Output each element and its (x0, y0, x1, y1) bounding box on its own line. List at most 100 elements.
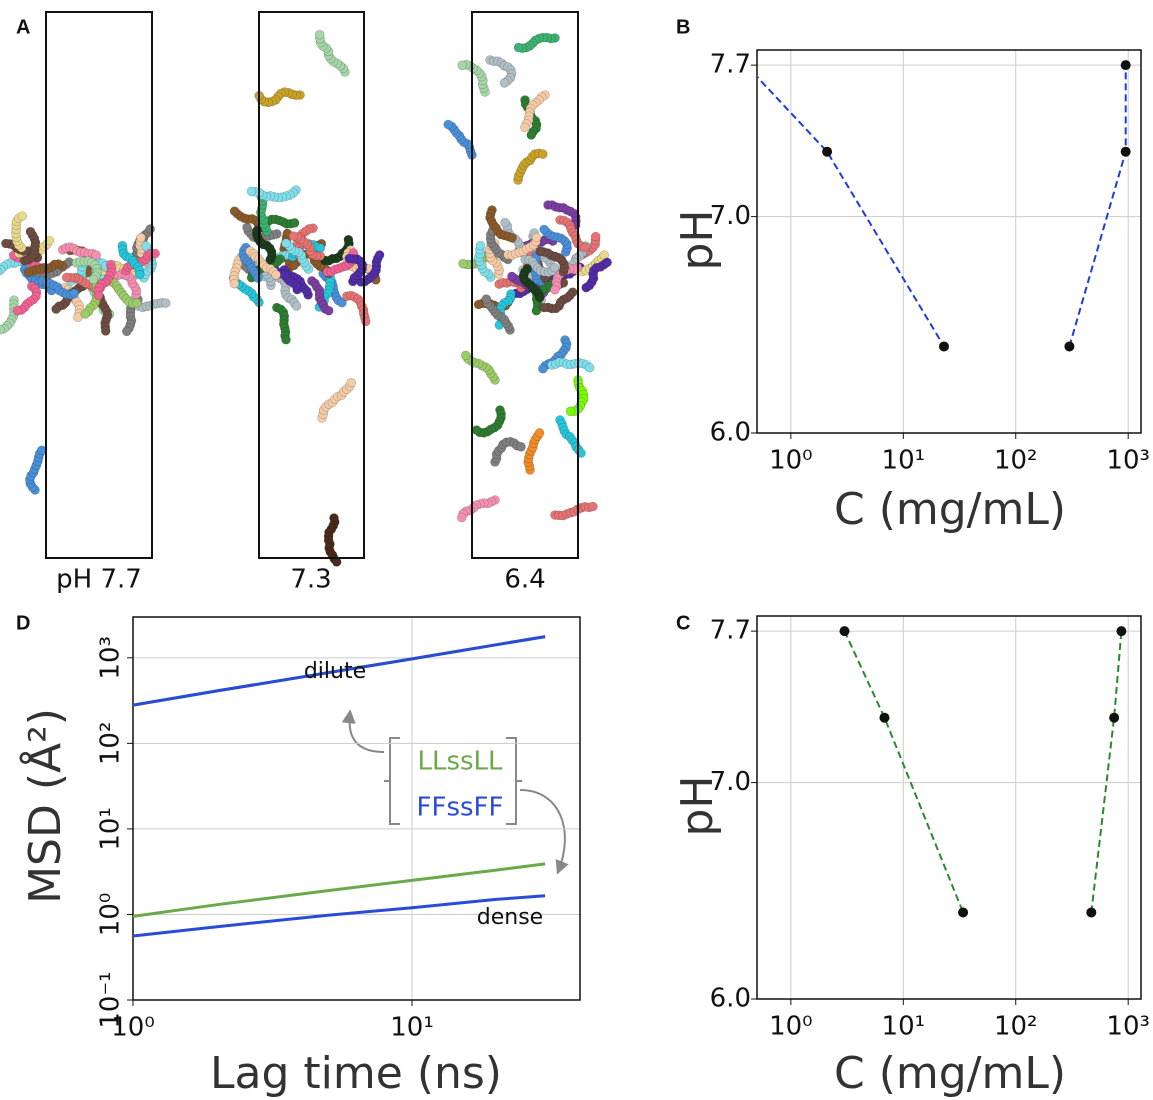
data-point (1109, 712, 1120, 723)
molecule-bead (246, 186, 257, 197)
molecule-bead (229, 278, 240, 289)
arrow (341, 709, 385, 753)
x-tick-label: 10¹ (882, 446, 926, 476)
legend-entry: FFssFF (417, 793, 504, 823)
y-tick-label: 10³ (96, 636, 126, 680)
x-axis-label: C (mg/mL) (834, 484, 1066, 535)
x-tick-label: 10¹ (882, 1012, 926, 1042)
y-tick-label: 6.0 (710, 418, 751, 448)
data-point (1120, 146, 1131, 157)
molecule-bead (360, 316, 371, 327)
caption: pH 7.7 (56, 565, 142, 595)
molecule-bead (534, 428, 545, 438)
molecule-bead (550, 284, 560, 295)
molecule-bead (122, 326, 132, 337)
molecule-bead (252, 225, 262, 236)
molecule-bead (161, 298, 171, 308)
molecule-bead (580, 242, 590, 253)
molecule-bead (17, 211, 28, 221)
molecule-bead (25, 226, 36, 237)
molecule-bead (51, 304, 61, 314)
molecule-bead (289, 218, 300, 228)
molecule-bead (281, 334, 291, 345)
molecule-bead (475, 240, 486, 251)
y-tick-label: 7.0 (710, 201, 751, 231)
series-line (133, 894, 546, 938)
caption: 6.4 (504, 565, 545, 595)
data-point (1116, 626, 1127, 637)
panel-label: D (16, 612, 30, 634)
molecule-bead (36, 445, 47, 456)
y-tick-label: 7.0 (710, 767, 751, 797)
molecule-bead (141, 241, 151, 251)
molecule-bead (374, 250, 385, 260)
y-axis-label: MSD (Å²) (18, 708, 71, 904)
data-point (1086, 907, 1097, 918)
molecule-bead (481, 294, 492, 304)
plot-frame (756, 49, 1142, 434)
brace (384, 737, 400, 825)
molecule-bead (0, 267, 3, 277)
molecule-bead (91, 250, 101, 260)
panel-label: C (676, 612, 690, 634)
series-line (1090, 631, 1123, 913)
data-point (938, 341, 949, 352)
molecule-bead (289, 260, 299, 271)
molecule-bead (458, 258, 468, 269)
data-point (839, 626, 850, 637)
y-tick-label: 10⁰ (96, 893, 126, 937)
legend-entry: LLssLL (417, 747, 503, 777)
y-axis-label: pH (672, 209, 723, 270)
molecule-bead (507, 233, 517, 243)
y-tick-label: 6.0 (710, 984, 751, 1014)
molecule-bead (242, 222, 252, 233)
molecule-bead (343, 234, 354, 245)
brace (506, 737, 522, 825)
molecule-bead (271, 269, 281, 280)
series-line (133, 635, 546, 707)
molecule-bead (460, 350, 471, 361)
data-point (1120, 60, 1131, 71)
x-axis-label: Lag time (ns) (210, 1048, 502, 1099)
plot-frame (756, 615, 1142, 1000)
molecule-bead (531, 232, 542, 243)
y-tick-label: 7.7 (710, 616, 751, 646)
molecule-bead (520, 122, 530, 133)
simulation-snapshots (0, 29, 612, 567)
data-point (879, 712, 890, 723)
x-tick-label: 10² (994, 1012, 1038, 1042)
molecule-bead (315, 243, 326, 253)
annotation: dilute (304, 659, 366, 684)
sim-box (471, 11, 579, 559)
molecule-bead (535, 246, 546, 257)
molecule-bead (602, 257, 612, 268)
y-tick-label: 10⁻¹ (96, 971, 126, 1028)
series-line (757, 75, 945, 347)
sim-box (258, 11, 365, 559)
molecule-bead (314, 29, 325, 40)
y-tick-label: 10¹ (96, 807, 126, 851)
molecule-bead (23, 267, 34, 278)
molecule-bead (471, 425, 482, 435)
arrow (519, 789, 569, 875)
molecule-bead (534, 292, 545, 303)
x-tick-label: 10¹ (390, 1013, 434, 1043)
molecule-bead (323, 305, 334, 316)
molecule-bead (539, 224, 549, 235)
molecule-bead (346, 377, 357, 388)
molecule-bead (337, 297, 347, 308)
molecule-bead (100, 326, 111, 336)
molecule-bead (456, 512, 467, 523)
molecule-bead (473, 299, 484, 310)
y-tick-label: 7.7 (710, 50, 751, 80)
molecule-bead (499, 78, 510, 88)
molecule-bead (500, 217, 510, 228)
molecule-bead (513, 42, 524, 53)
molecule-bead (134, 269, 145, 280)
x-tick-label: 10³ (1106, 446, 1150, 476)
molecule-bead (136, 232, 146, 243)
x-tick-label: 10² (994, 446, 1038, 476)
molecule-bead (549, 262, 560, 273)
molecule-bead (93, 290, 104, 301)
